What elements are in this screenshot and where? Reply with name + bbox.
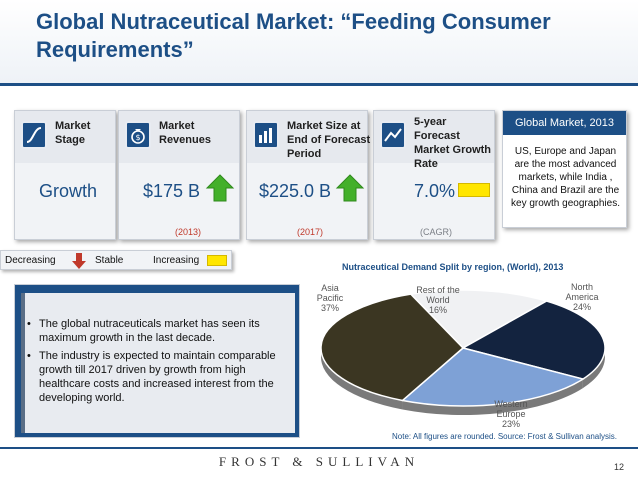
s-curve-icon: [21, 121, 47, 149]
market-stage-value: Growth: [39, 181, 98, 201]
market-revenues-label: Market Revenues: [159, 120, 211, 146]
growth-rate-value: 7.0%: [414, 181, 456, 201]
asia-pacific-name: Asia Pacific: [316, 283, 344, 303]
pie-label-rest-of-world: Rest of the World 16%: [408, 285, 468, 315]
increasing-arrow-icon: [335, 174, 365, 202]
market-size-year: (2017): [297, 227, 324, 237]
growth-rate-label: 5-year Forecast Market Growth Rate: [414, 116, 492, 170]
decreasing-arrow-icon: [72, 253, 86, 269]
bullet-item: • The global nutraceuticals market has s…: [27, 317, 289, 345]
pie-slice-north-america: [461, 300, 606, 380]
indicator-legend: Decreasing Stable Increasing: [0, 250, 232, 270]
market-revenues-panel: $ Market Revenues $175 B (2013): [118, 110, 240, 240]
market-revenues-value: $175 B: [143, 181, 201, 201]
rest-of-world-name: Rest of the World: [416, 285, 460, 305]
key-findings-inner: • The global nutraceuticals market has s…: [21, 293, 295, 433]
legend-stable-label: Stable: [95, 255, 124, 266]
market-stage-label: Market Stage: [55, 120, 91, 146]
footer-divider: [0, 447, 638, 449]
pie-slice-rest-of-the-world: [409, 289, 549, 349]
key-findings-box: • The global nutraceuticals market has s…: [14, 284, 300, 438]
page-title: Global Nutraceutical Market: “Feeding Co…: [36, 9, 551, 62]
legend-increasing-label: Increasing: [153, 255, 200, 266]
market-size-panel: Market Size at End of Forecast Period $2…: [246, 110, 370, 240]
brand-logo: FROST & SULLIVAN: [218, 454, 420, 469]
market-size-label: Market Size at End of Forecast Period: [287, 120, 371, 160]
pie-label-asia-pacific: Asia Pacific 37%: [310, 283, 350, 313]
bar-chart-icon: [253, 121, 279, 149]
growth-line-icon: [380, 121, 406, 149]
pie-slice-western-europe: [400, 347, 585, 407]
market-size-value: $225.0 B: [259, 181, 332, 201]
asia-pacific-percent: 37%: [320, 303, 339, 313]
svg-text:$: $: [135, 133, 140, 142]
north-america-name: North America: [565, 282, 599, 302]
bullet-text: The industry is expected to maintain com…: [39, 350, 276, 404]
global-market-title: Global Market, 2013: [503, 111, 626, 135]
pie-label-western-europe: Western Europe 23%: [486, 399, 536, 429]
pie-slice-asia-pacific: [320, 293, 465, 402]
pie-label-north-america: North America 24%: [562, 282, 602, 312]
growth-rate-panel: 5-year Forecast Market Growth Rate 7.0% …: [373, 110, 495, 240]
global-market-text: US, Europe and Japan are the most advanc…: [511, 146, 620, 209]
global-market-box: Global Market, 2013 US, Europe and Japan…: [502, 110, 627, 228]
western-europe-name: Western Europe: [494, 399, 528, 419]
pie-chart: [320, 289, 606, 415]
rest-of-world-percent: 16%: [428, 305, 447, 315]
bullet-dot-icon: •: [27, 318, 31, 330]
chart-title: Nutraceutical Demand Split by region, (W…: [342, 262, 564, 272]
legend-stable-swatch: [207, 255, 227, 266]
bullet-dot-icon: •: [27, 350, 31, 362]
legend-decreasing-label: Decreasing: [5, 255, 56, 266]
market-revenues-year: (2013): [175, 227, 202, 237]
title-bar: Global Nutraceutical Market: “Feeding Co…: [0, 0, 638, 86]
bullet-text: The global nutraceuticals market has see…: [39, 318, 260, 344]
stable-indicator: [458, 183, 490, 197]
western-europe-percent: 23%: [501, 419, 520, 429]
market-stage-panel: Market Stage Growth: [14, 110, 116, 240]
north-america-percent: 24%: [572, 302, 591, 312]
page-number: 12: [614, 462, 625, 472]
bullet-item: • The industry is expected to maintain c…: [27, 349, 289, 405]
money-bag-icon: $: [125, 121, 151, 149]
source-note: Note: All figures are rounded. Source: F…: [392, 432, 617, 441]
growth-rate-note: (CAGR): [420, 227, 452, 237]
increasing-arrow-icon: [205, 174, 235, 202]
